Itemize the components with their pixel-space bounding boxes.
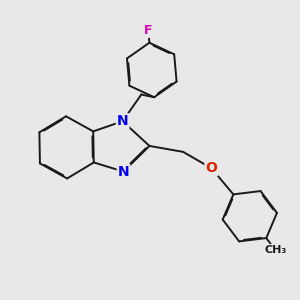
Text: CH₃: CH₃ bbox=[264, 245, 286, 255]
Text: F: F bbox=[144, 24, 153, 37]
Text: O: O bbox=[206, 161, 217, 175]
Text: N: N bbox=[118, 164, 129, 178]
Text: N: N bbox=[117, 114, 128, 128]
